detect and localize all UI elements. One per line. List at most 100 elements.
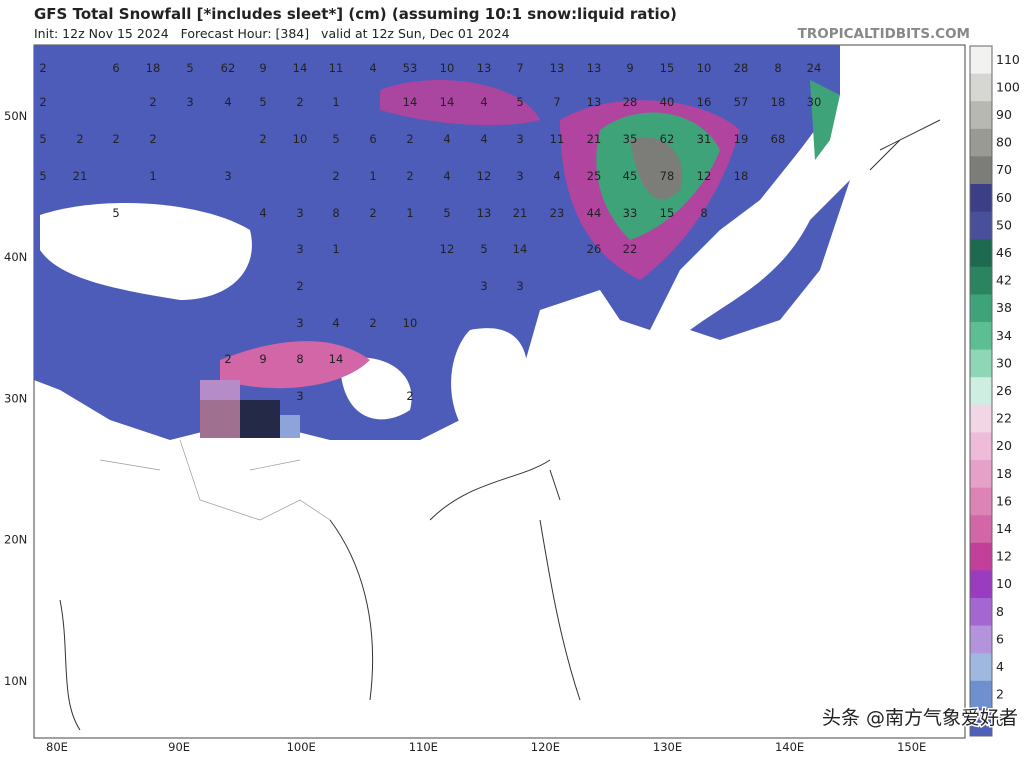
snow-amount: 6 bbox=[369, 132, 376, 146]
sakhalin bbox=[810, 80, 840, 160]
snow-amount: 4 bbox=[480, 95, 487, 109]
snow-amount: 11 bbox=[550, 132, 565, 146]
lon-label: 150E bbox=[897, 740, 926, 754]
colorbar-swatch bbox=[970, 515, 992, 544]
snow-amount: 15 bbox=[660, 61, 675, 75]
snow-amount: 2 bbox=[369, 206, 376, 220]
snow-amount: 30 bbox=[807, 95, 822, 109]
snow-amount: 44 bbox=[587, 206, 602, 220]
snow-amount: 13 bbox=[477, 206, 492, 220]
snow-amount: 2 bbox=[296, 95, 303, 109]
lat-label: 10N bbox=[4, 674, 27, 688]
snow-amount: 3 bbox=[296, 242, 303, 256]
snow-amount: 2 bbox=[406, 169, 413, 183]
snow-amount: 3 bbox=[516, 279, 523, 293]
snow-amount: 28 bbox=[734, 61, 749, 75]
snow-amount: 7 bbox=[553, 95, 560, 109]
snow-amount: 2 bbox=[76, 132, 83, 146]
japan-snow bbox=[690, 180, 850, 340]
snow-amount: 57 bbox=[734, 95, 749, 109]
colorbar-label: 16 bbox=[996, 493, 1012, 508]
snow-amount: 10 bbox=[293, 132, 308, 146]
snow-amount: 62 bbox=[221, 61, 236, 75]
snow-amount: 8 bbox=[296, 352, 303, 366]
colorbar-label: 100 bbox=[996, 79, 1020, 94]
snow-amount: 3 bbox=[296, 389, 303, 403]
snow-amount: 4 bbox=[369, 61, 376, 75]
colorbar-label: 6 bbox=[996, 631, 1004, 646]
colorbar-label: 110 bbox=[996, 52, 1020, 67]
snow-amount: 40 bbox=[660, 95, 675, 109]
colorbar-label: 38 bbox=[996, 300, 1012, 315]
snow-amount: 13 bbox=[550, 61, 565, 75]
snow-amount: 2 bbox=[406, 132, 413, 146]
snow-amount: 25 bbox=[587, 169, 602, 183]
watermark: 头条 @南方气象爱好者 bbox=[822, 707, 1018, 729]
lat-label: 20N bbox=[4, 533, 27, 547]
snow-amount: 1 bbox=[332, 95, 339, 109]
colorbar-label: 20 bbox=[996, 438, 1012, 453]
subtitle: Init: 12z Nov 15 2024 Forecast Hour: [38… bbox=[34, 26, 510, 41]
snow-amount: 31 bbox=[697, 132, 712, 146]
snow-amount: 2 bbox=[406, 389, 413, 403]
snow-amount: 24 bbox=[807, 61, 822, 75]
colorbar-label: 26 bbox=[996, 383, 1012, 398]
colorbar-label: 8 bbox=[996, 604, 1004, 619]
snow-amount: 3 bbox=[224, 169, 231, 183]
colorbar-swatch bbox=[970, 46, 992, 75]
snow-amount: 14 bbox=[293, 61, 308, 75]
colorbar-swatch bbox=[970, 73, 992, 102]
snow-amount: 53 bbox=[403, 61, 418, 75]
snow-amount: 2 bbox=[149, 95, 156, 109]
snow-amount: 3 bbox=[296, 206, 303, 220]
snow-amount: 4 bbox=[553, 169, 560, 183]
lat-label: 50N bbox=[4, 109, 27, 123]
snow-amount: 3 bbox=[516, 169, 523, 183]
snow-amount: 7 bbox=[516, 61, 523, 75]
title: GFS Total Snowfall [*includes sleet*] (c… bbox=[34, 5, 677, 23]
snow-amount: 1 bbox=[149, 169, 156, 183]
kurils bbox=[869, 119, 941, 171]
snow-amount: 18 bbox=[146, 61, 161, 75]
snow-amount: 13 bbox=[587, 95, 602, 109]
colorbar-swatch bbox=[970, 322, 992, 351]
snow-amount: 21 bbox=[513, 206, 528, 220]
snow-amount: 5 bbox=[259, 95, 266, 109]
snow-amount: 19 bbox=[734, 132, 749, 146]
colorbar-swatch bbox=[970, 432, 992, 461]
snow-amount: 1 bbox=[332, 242, 339, 256]
snow-amount: 3 bbox=[480, 279, 487, 293]
colorbar-label: 2 bbox=[996, 687, 1004, 702]
snow-amount: 12 bbox=[477, 169, 492, 183]
colorbar-label: 12 bbox=[996, 549, 1012, 564]
snow-amount: 9 bbox=[259, 352, 266, 366]
colorbar-label: 60 bbox=[996, 190, 1012, 205]
colorbar-swatch bbox=[970, 680, 992, 709]
snow-amount: 1 bbox=[369, 169, 376, 183]
borders bbox=[99, 439, 331, 521]
colorbar-label: 90 bbox=[996, 107, 1012, 122]
colorbar-label: 14 bbox=[996, 521, 1012, 536]
snow-amount: 14 bbox=[329, 352, 344, 366]
snow-amount: 22 bbox=[623, 242, 638, 256]
heaviest-snow bbox=[630, 137, 682, 200]
snow-amount: 21 bbox=[587, 132, 602, 146]
lat-label: 30N bbox=[4, 391, 27, 405]
lat-label: 40N bbox=[4, 250, 27, 264]
colorbar-label: 4 bbox=[996, 659, 1004, 674]
snow-amount: 14 bbox=[403, 95, 418, 109]
colorbar-swatch bbox=[970, 404, 992, 433]
colorbar-swatch bbox=[970, 184, 992, 213]
lon-label: 140E bbox=[775, 740, 804, 754]
colorbar-label: 18 bbox=[996, 466, 1012, 481]
colorbar-swatch bbox=[970, 128, 992, 157]
coastline bbox=[59, 459, 581, 731]
snow-amount: 21 bbox=[73, 169, 88, 183]
snow-amount: 33 bbox=[623, 206, 638, 220]
colorbar-label: 10 bbox=[996, 576, 1012, 591]
colorbar-swatch bbox=[970, 460, 992, 489]
colorbar-swatch bbox=[970, 349, 992, 378]
snow-amount: 5 bbox=[39, 132, 46, 146]
snow-amount: 2 bbox=[39, 61, 46, 75]
snow-amount: 5 bbox=[480, 242, 487, 256]
